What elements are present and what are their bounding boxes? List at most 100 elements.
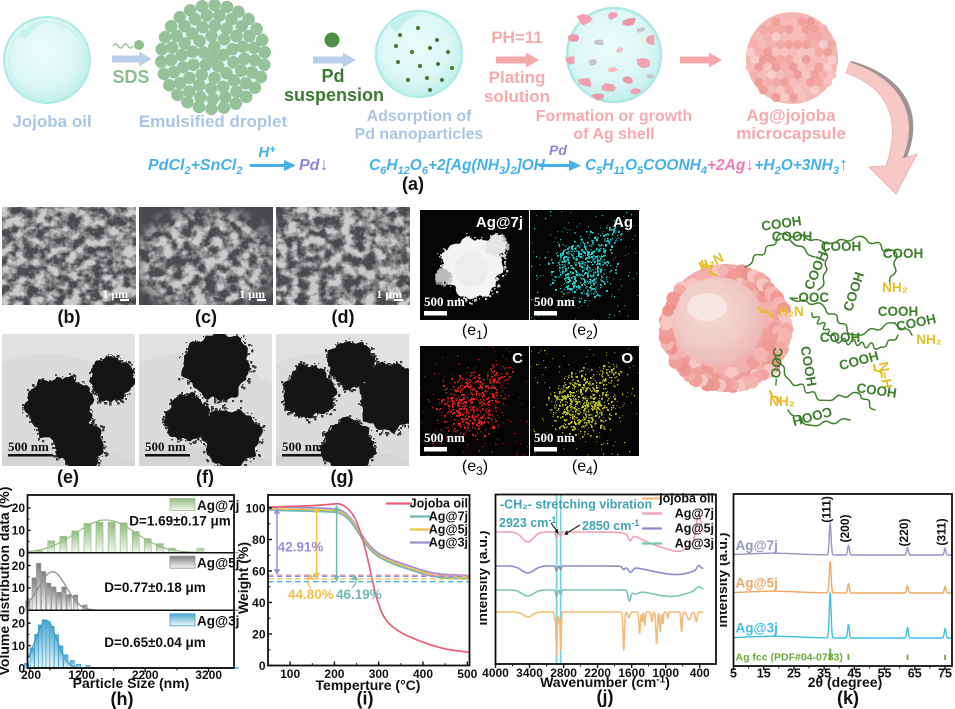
svg-text:COOH: COOH <box>821 239 862 254</box>
svg-text:–OOC: –OOC <box>767 347 785 387</box>
svg-text:Volume distribution data (%): Volume distribution data (%) <box>0 487 12 676</box>
svg-text:Ag@3j: Ag@3j <box>429 536 468 550</box>
svg-text:Particle Size (nm): Particle Size (nm) <box>73 675 190 691</box>
svg-text:Ag@3j: Ag@3j <box>197 613 239 628</box>
svg-text:Emulsified droplet: Emulsified droplet <box>139 112 288 131</box>
svg-text:500 nm: 500 nm <box>424 294 465 309</box>
svg-text:100: 100 <box>245 501 265 515</box>
svg-text:3400: 3400 <box>516 666 543 680</box>
svg-text:46.19%: 46.19% <box>336 587 382 602</box>
svg-text:D=0.65±0.04 μm: D=0.65±0.04 μm <box>104 635 206 650</box>
svg-text:0: 0 <box>18 661 25 675</box>
svg-text:500: 500 <box>457 667 477 681</box>
svg-text:(c): (c) <box>195 307 217 327</box>
svg-text:(g): (g) <box>331 467 354 487</box>
svg-text:1 μm: 1 μm <box>102 287 128 301</box>
svg-text:500 nm: 500 nm <box>282 439 323 454</box>
svg-text:Ag: Ag <box>613 214 633 231</box>
svg-text:Pd nanoparticles: Pd nanoparticles <box>355 126 484 143</box>
svg-text:65: 65 <box>908 667 922 681</box>
svg-text:COOH: COOH <box>772 229 813 244</box>
svg-text:Intensity (a.u.): Intensity (a.u.) <box>480 531 490 626</box>
svg-text:75: 75 <box>938 667 952 681</box>
svg-text:2θ (degree): 2θ (degree) <box>808 674 882 690</box>
svg-text:Ag@jojoba: Ag@jojoba <box>746 106 836 125</box>
svg-text:Pd: Pd <box>549 142 567 158</box>
svg-text:200: 200 <box>21 668 41 682</box>
svg-text:1000: 1000 <box>652 666 679 680</box>
svg-text:0: 0 <box>259 659 266 673</box>
svg-text:COOH: COOH <box>798 345 820 387</box>
svg-text:Temperture (°C): Temperture (°C) <box>316 677 421 693</box>
svg-text:COOH: COOH <box>856 380 898 400</box>
svg-text:Ag@3j: Ag@3j <box>736 621 778 636</box>
svg-text:Jojoba oil: Jojoba oil <box>12 112 91 131</box>
svg-text:COOH: COOH <box>820 330 861 345</box>
svg-text:2200: 2200 <box>132 668 159 682</box>
svg-text:(a): (a) <box>402 174 424 194</box>
svg-text:COOH: COOH <box>791 404 834 429</box>
svg-text:(f): (f) <box>196 467 214 487</box>
svg-text:microcapsule: microcapsule <box>736 124 846 143</box>
svg-text:20: 20 <box>12 559 26 573</box>
svg-text:Ag@7j: Ag@7j <box>476 214 523 231</box>
svg-text:H₂N: H₂N <box>778 304 804 319</box>
svg-text:55: 55 <box>878 667 892 681</box>
svg-text:–OOC: –OOC <box>791 290 830 305</box>
svg-text:500 nm: 500 nm <box>424 430 465 445</box>
svg-text:(200): (200) <box>838 514 852 542</box>
svg-text:Ag@5j: Ag@5j <box>675 522 714 536</box>
svg-text:(d): (d) <box>332 307 355 327</box>
svg-text:80: 80 <box>252 533 266 547</box>
svg-text:NH₂: NH₂ <box>916 332 942 347</box>
svg-text:2923 cm-1: 2923 cm-1 <box>499 515 556 530</box>
svg-text:Ag fcc (PDF#04-0783): Ag fcc (PDF#04-0783) <box>736 652 843 664</box>
svg-text:Ag@5j: Ag@5j <box>197 556 239 571</box>
svg-text:COOH: COOH <box>878 304 919 319</box>
svg-text:2200: 2200 <box>584 666 611 680</box>
svg-text:(h): (h) <box>111 689 134 709</box>
svg-text:500 nm: 500 nm <box>534 430 575 445</box>
svg-text:Intensity (a.u.): Intensity (a.u.) <box>720 533 730 628</box>
svg-text:Ag@7j: Ag@7j <box>675 507 714 521</box>
svg-text:-CH₂- stretching vibration: -CH₂- stretching vibration <box>500 498 652 512</box>
svg-text:10: 10 <box>12 639 26 653</box>
svg-text:Pd: Pd <box>321 66 344 86</box>
svg-text:of Ag shell: of Ag shell <box>573 126 654 143</box>
svg-text:C5​H11​O5​COONH4​+2Ag↓+H2​O+3N: C5​H11​O5​COONH4​+2Ag↓+H2​O+3NH3​↑ <box>585 154 848 177</box>
svg-text:Ag@7j: Ag@7j <box>429 510 468 524</box>
svg-text:Plating: Plating <box>489 68 546 87</box>
svg-text:1200: 1200 <box>68 668 95 682</box>
svg-text:D=0.77±0.18 μm: D=0.77±0.18 μm <box>104 580 206 595</box>
svg-text:15: 15 <box>757 667 771 681</box>
svg-text:Ag@7j: Ag@7j <box>736 538 778 553</box>
svg-text:solution: solution <box>484 87 550 106</box>
svg-text:(j): (j) <box>597 687 614 707</box>
svg-text:C6​H12​O6​+2[Ag(NH3​)2​]OH: C6​H12​O6​+2[Ag(NH3​)2​]OH <box>369 157 546 177</box>
svg-text:(e): (e) <box>57 467 79 487</box>
svg-text:(311): (311) <box>935 518 949 545</box>
svg-text:(i): (i) <box>357 689 374 709</box>
svg-text:400: 400 <box>413 667 433 681</box>
svg-text:Weight (%): Weight (%) <box>238 542 251 614</box>
svg-text:(k): (k) <box>837 688 859 708</box>
svg-text:N–H: N–H <box>876 361 895 390</box>
svg-text:400: 400 <box>690 666 710 680</box>
svg-text:42.91%: 42.91% <box>278 540 324 555</box>
svg-text:(111): (111) <box>820 496 834 523</box>
svg-text:SDS: SDS <box>112 67 149 87</box>
svg-text:500 nm: 500 nm <box>145 439 186 454</box>
svg-text:O: O <box>621 350 633 367</box>
svg-text:Pd↓: Pd↓ <box>299 154 328 174</box>
svg-text:2800: 2800 <box>550 666 577 680</box>
svg-text:10: 10 <box>12 581 26 595</box>
svg-text:0: 0 <box>18 604 25 618</box>
svg-text:Wavenumber (cm-1): Wavenumber (cm-1) <box>540 674 670 690</box>
svg-text:COOH: COOH <box>883 246 924 261</box>
svg-text:2850 cm-1: 2850 cm-1 <box>582 518 639 533</box>
svg-text:20: 20 <box>252 627 266 641</box>
svg-text:Adsorption of: Adsorption of <box>367 108 473 125</box>
svg-text:NH₂: NH₂ <box>882 280 908 295</box>
svg-text:5: 5 <box>730 667 737 681</box>
svg-text:4000: 4000 <box>482 666 509 680</box>
